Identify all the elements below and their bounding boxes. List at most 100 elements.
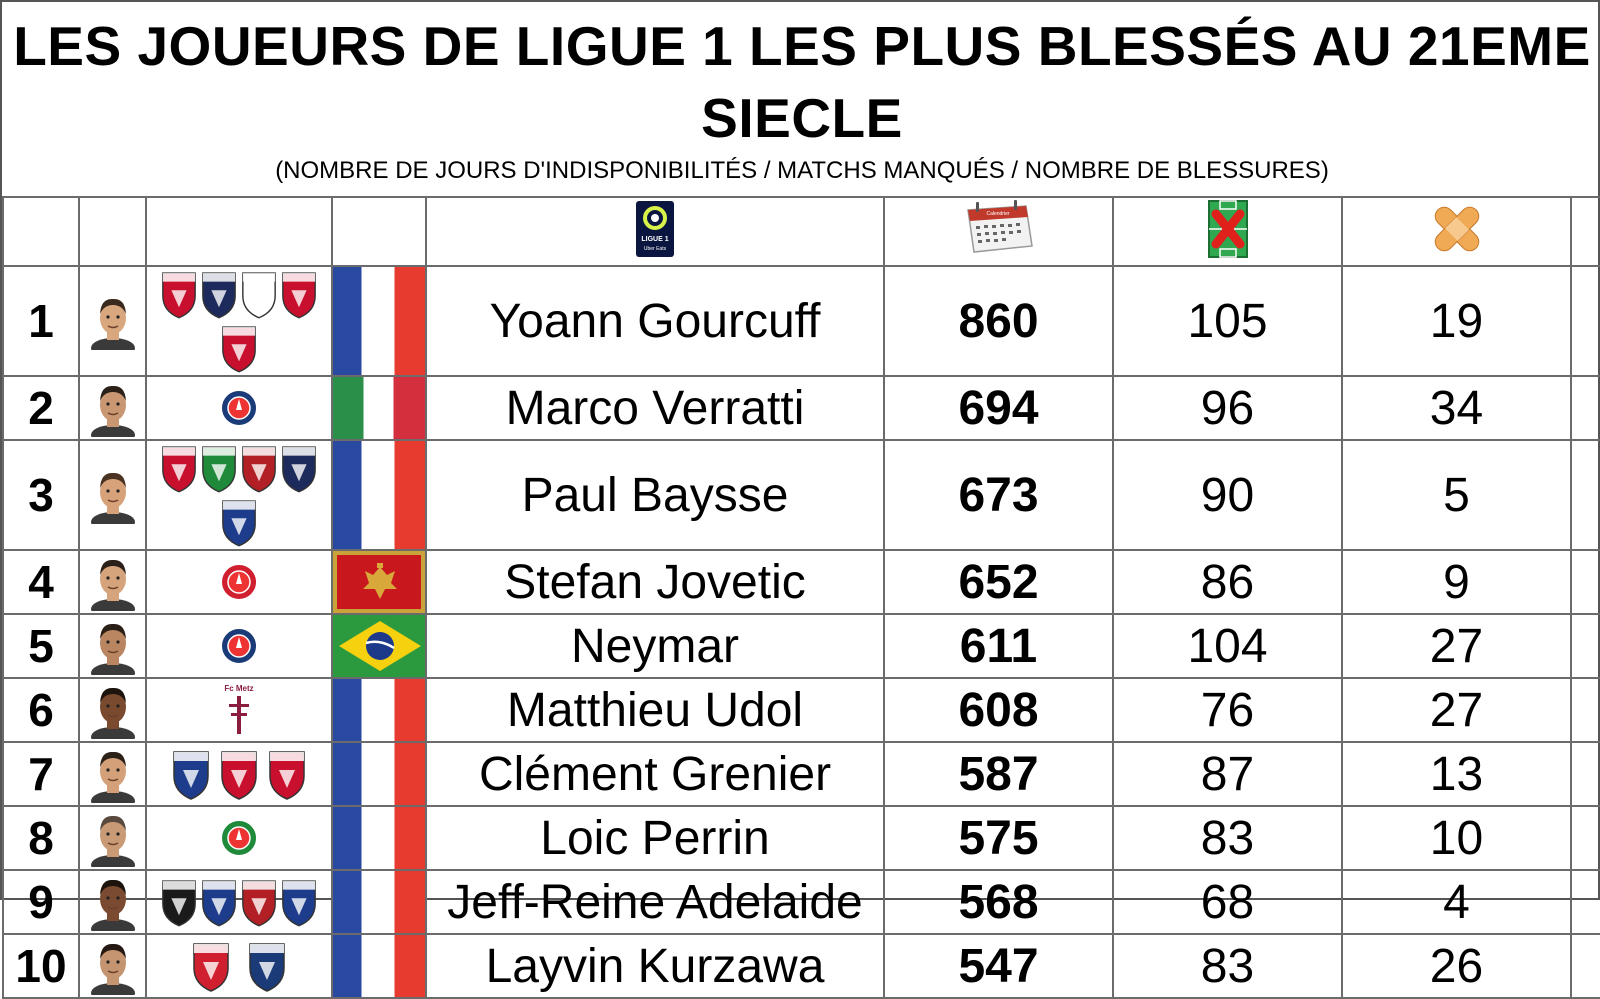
player-name: Clément Grenier	[425, 741, 885, 807]
flag-cell	[331, 869, 427, 935]
ranking-table: LIGUE 1 Uber Eats Calendrier	[2, 196, 1600, 999]
player-photo-cell	[78, 613, 147, 679]
flag-cell	[331, 933, 427, 999]
matches-missed: 76	[1112, 677, 1343, 743]
days-unavailable: 652	[883, 549, 1114, 615]
table-row: 4 Stefan Jovetic 652 86 9	[2, 549, 1600, 615]
club-crest-icon	[162, 880, 196, 927]
brazil-flag-icon	[334, 616, 424, 676]
avatar	[90, 751, 135, 803]
avatar	[90, 385, 135, 437]
flag-cell	[331, 375, 427, 441]
matches-missed: 96	[1112, 375, 1343, 441]
matches-missed: 68	[1112, 869, 1343, 935]
clubs-cell: Fc Metz	[145, 677, 333, 743]
injury-count: 26	[1341, 933, 1572, 999]
header-spacer	[1570, 196, 1600, 267]
avatar	[90, 472, 135, 524]
player-photo-cell	[78, 805, 147, 871]
header-league: LIGUE 1 Uber Eats	[425, 196, 885, 267]
rank-cell: 8	[2, 805, 80, 871]
days-unavailable: 673	[883, 439, 1114, 551]
rank-cell: 3	[2, 439, 80, 551]
header-flag	[331, 196, 427, 267]
days-unavailable: 547	[883, 933, 1114, 999]
club-crest-icon	[202, 446, 236, 493]
player-photo-cell	[78, 677, 147, 743]
flag-cell	[331, 741, 427, 807]
row-spacer	[1570, 549, 1600, 615]
club-crest-icon	[282, 880, 316, 927]
rank-cell: 4	[2, 549, 80, 615]
france-flag-icon	[334, 808, 424, 868]
clubs-cell	[145, 869, 333, 935]
france-flag-icon	[334, 442, 424, 548]
clubs-cell	[145, 933, 333, 999]
club-crest-icon	[202, 880, 236, 927]
player-name: Jeff-Reine Adelaide	[425, 869, 885, 935]
rank-cell: 2	[2, 375, 80, 441]
club-crest-icon	[282, 272, 316, 319]
matches-missed: 83	[1112, 933, 1343, 999]
club-crest-icon	[162, 446, 196, 493]
matches-missed: 86	[1112, 549, 1343, 615]
avatar	[90, 687, 135, 739]
clubs-cell	[145, 375, 333, 441]
row-spacer	[1570, 677, 1600, 743]
player-photo-cell	[78, 549, 147, 615]
injury-count: 5	[1341, 439, 1572, 551]
flag-cell	[331, 549, 427, 615]
matches-missed: 83	[1112, 805, 1343, 871]
header-injuries	[1341, 196, 1572, 267]
club-crest-icon	[193, 943, 229, 992]
clubs-cell	[145, 613, 333, 679]
table-row: 9 Jeff-Reine Adelaide 568 68 4	[2, 869, 1600, 935]
player-name: Paul Baysse	[425, 439, 885, 551]
clubs-cell	[145, 741, 333, 807]
days-unavailable: 694	[883, 375, 1114, 441]
montenegro-flag-icon	[334, 552, 424, 612]
table-row: 8 Loic Perrin 575 83 10	[2, 805, 1600, 871]
table-row: 5 Neymar 611 104 27	[2, 613, 1600, 679]
days-unavailable: 860	[883, 265, 1114, 377]
header-clubs	[145, 196, 333, 267]
row-spacer	[1570, 265, 1600, 377]
avatar	[90, 559, 135, 611]
club-crest-icon: Fc Metz	[224, 684, 254, 734]
france-flag-icon	[334, 744, 424, 804]
rank-cell: 1	[2, 265, 80, 377]
flag-cell	[331, 805, 427, 871]
france-flag-icon	[334, 936, 424, 996]
club-crest-icon	[220, 627, 258, 665]
matches-missed: 105	[1112, 265, 1343, 377]
player-name: Neymar	[425, 613, 885, 679]
matches-missed: 104	[1112, 613, 1343, 679]
clubs-cell	[145, 439, 333, 551]
avatar	[90, 623, 135, 675]
club-crest-icon	[221, 751, 257, 800]
avatar	[90, 943, 135, 995]
player-photo-cell	[78, 933, 147, 999]
days-unavailable: 608	[883, 677, 1114, 743]
matches-missed: 87	[1112, 741, 1343, 807]
club-crest-icon	[242, 446, 276, 493]
clubs-cell	[145, 549, 333, 615]
player-name: Yoann Gourcuff	[425, 265, 885, 377]
player-photo-cell	[78, 265, 147, 377]
injury-count: 4	[1341, 869, 1572, 935]
club-crest-icon	[222, 326, 256, 373]
france-flag-icon	[334, 680, 424, 740]
calendar-icon: Calendrier	[966, 200, 1033, 253]
club-crest-icon	[269, 751, 305, 800]
table-row: 7 Clément Grenier 587 87 13	[2, 741, 1600, 807]
injury-count: 19	[1341, 265, 1572, 377]
italy-flag-icon	[334, 378, 424, 438]
avatar	[90, 298, 135, 350]
club-crest-icon	[242, 272, 276, 319]
club-crest-icon	[249, 943, 285, 992]
row-spacer	[1570, 741, 1600, 807]
club-crest-icon	[242, 880, 276, 927]
club-name-label: Fc Metz	[224, 684, 253, 693]
row-spacer	[1570, 613, 1600, 679]
france-flag-icon	[334, 268, 424, 374]
